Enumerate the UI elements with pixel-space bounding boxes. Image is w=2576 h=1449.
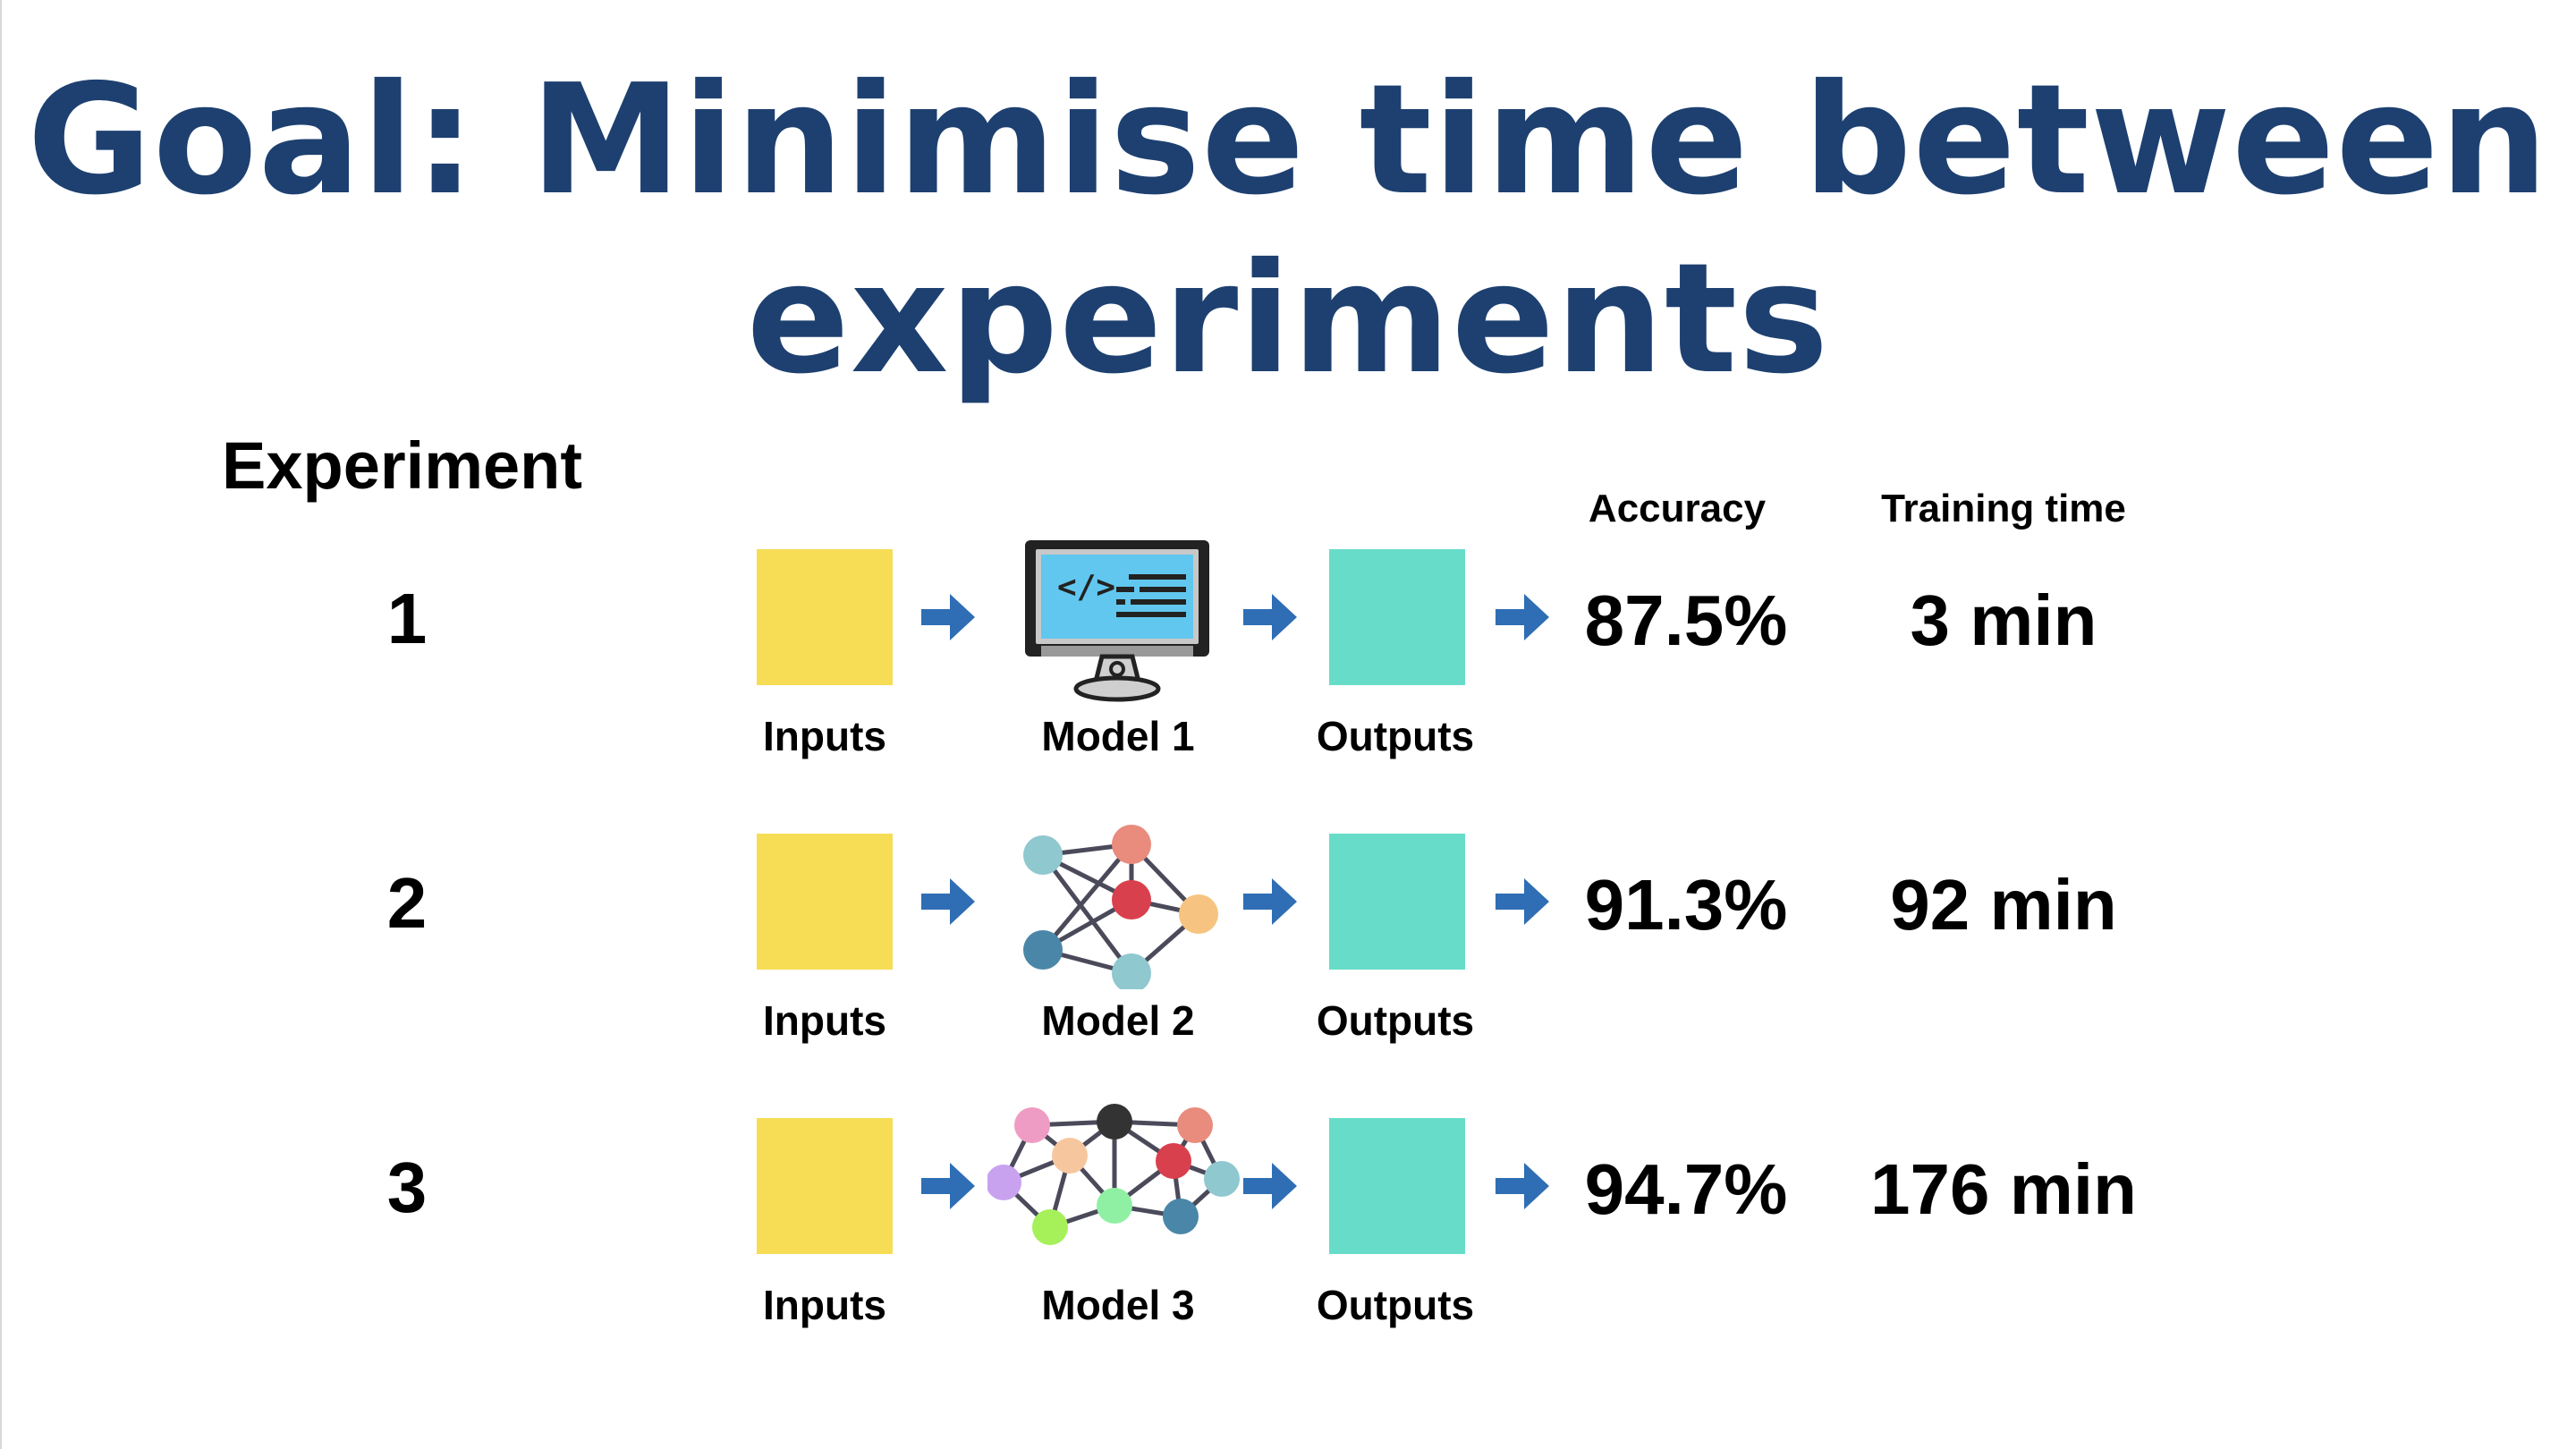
experiment-column-header: Experiment: [222, 428, 583, 503]
training-time-value: 92 min: [1890, 865, 2117, 945]
slide-edge: [0, 0, 2, 1449]
training-time-value: 3 min: [1910, 580, 2097, 660]
arrow-right-icon: [921, 878, 975, 925]
svg-text:</>: </>: [1057, 569, 1115, 606]
outputs-label: Outputs: [1316, 713, 1475, 759]
inputs-label: Inputs: [763, 997, 886, 1044]
arrow-right-icon: [921, 1163, 975, 1209]
experiment-row-2: 2 Inputs Model 2 Outputs 91.3% 92 min: [0, 825, 2576, 1102]
outputs-box: [1329, 834, 1465, 970]
arrow-right-icon: [1243, 878, 1297, 925]
model-label: Model 2: [1041, 997, 1195, 1044]
model-label: Model 3: [1041, 1282, 1195, 1328]
arrow-right-icon: [1496, 1163, 1549, 1209]
inputs-box: [757, 549, 893, 685]
experiment-row-3: 3: [0, 1104, 2576, 1386]
accuracy-value: 87.5%: [1584, 580, 1788, 660]
inputs-label: Inputs: [763, 1282, 886, 1328]
outputs-box: [1329, 1118, 1465, 1254]
arrow-right-icon: [1243, 1163, 1297, 1209]
arrow-right-icon: [921, 594, 975, 640]
arrow-right-icon: [1496, 878, 1549, 925]
inputs-box: [757, 1118, 893, 1254]
arrow-right-icon: [1243, 594, 1297, 640]
inputs-label: Inputs: [763, 713, 886, 759]
experiment-number: 2: [386, 863, 428, 943]
outputs-box: [1329, 549, 1465, 685]
outputs-label: Outputs: [1316, 997, 1475, 1044]
slide-title-line-2: experiments: [746, 231, 1830, 408]
experiment-number: 1: [386, 579, 428, 658]
accuracy-column-header: Accuracy: [1588, 487, 1767, 530]
inputs-box: [757, 834, 893, 970]
small-network-icon: [1023, 825, 1218, 989]
slide-title-line-1: Goal: Minimise time between: [27, 52, 2549, 229]
model-label: Model 1: [1041, 713, 1195, 759]
training-time-value: 176 min: [1870, 1149, 2137, 1229]
large-network-icon: [987, 1104, 1240, 1245]
accuracy-value: 94.7%: [1584, 1149, 1788, 1229]
accuracy-value: 91.3%: [1584, 865, 1788, 945]
experiment-row-1: 1 </> Inputs Model 1 Outputs 87.5% 3 min: [0, 540, 2576, 818]
computer-code-icon: </>: [1025, 540, 1209, 702]
outputs-label: Outputs: [1316, 1282, 1475, 1328]
training-time-column-header: Training time: [1881, 487, 2126, 530]
arrow-right-icon: [1496, 594, 1549, 640]
experiment-number: 3: [386, 1148, 428, 1227]
